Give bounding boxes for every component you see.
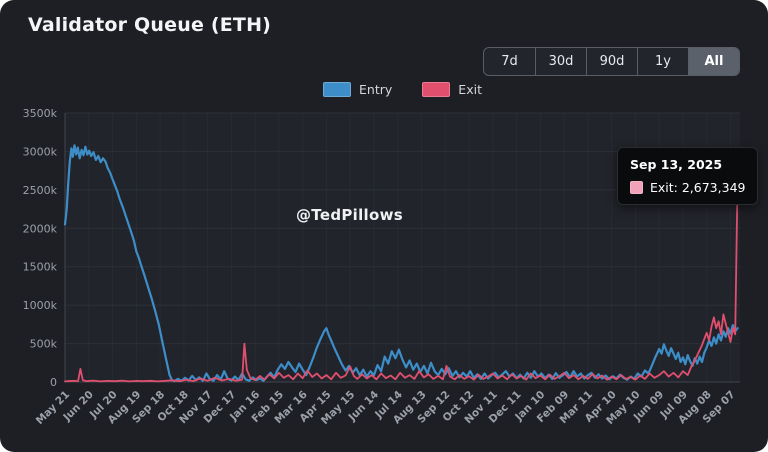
legend-label-exit: Exit [458,82,482,97]
y-axis-label: 500k [30,338,58,351]
range-button-90d[interactable]: 90d [586,48,637,75]
legend-item-entry[interactable]: Entry [323,82,392,97]
tooltip-exit-swatch [630,181,643,194]
tooltip-date: Sep 13, 2025 [630,157,723,172]
y-axis-label: 3000k [23,145,58,158]
page-title: Validator Queue (ETH) [28,14,272,36]
series-line-exit [64,175,739,383]
series-line-entry [63,144,739,383]
y-axis-label: 0 [50,376,57,389]
chart-legend: Entry Exit [65,82,740,97]
y-axis-label: 1000k [23,299,58,312]
legend-label-entry: Entry [359,82,393,97]
y-axis-label: 2000k [23,222,58,235]
tooltip-row: Exit: 2,673,349 [630,180,745,195]
y-axis-label: 3500k [23,107,58,120]
range-button-7d[interactable]: 7d [484,48,535,75]
chart-tooltip: Sep 13, 2025 Exit: 2,673,349 [617,147,759,205]
legend-item-exit[interactable]: Exit [422,82,482,97]
time-range-selector: 7d 30d 90d 1y All [483,47,740,76]
y-axis-label: 2500k [23,184,58,197]
exit-series-swatch [422,82,451,97]
range-button-30d[interactable]: 30d [535,48,586,75]
y-axis-label: 1500k [23,261,58,274]
tooltip-exit-value: Exit: 2,673,349 [650,180,746,195]
watermark-text: @TedPillows [296,206,403,224]
entry-series-swatch [323,82,352,97]
range-button-all[interactable]: All [688,48,739,75]
range-button-1y[interactable]: 1y [637,48,688,75]
